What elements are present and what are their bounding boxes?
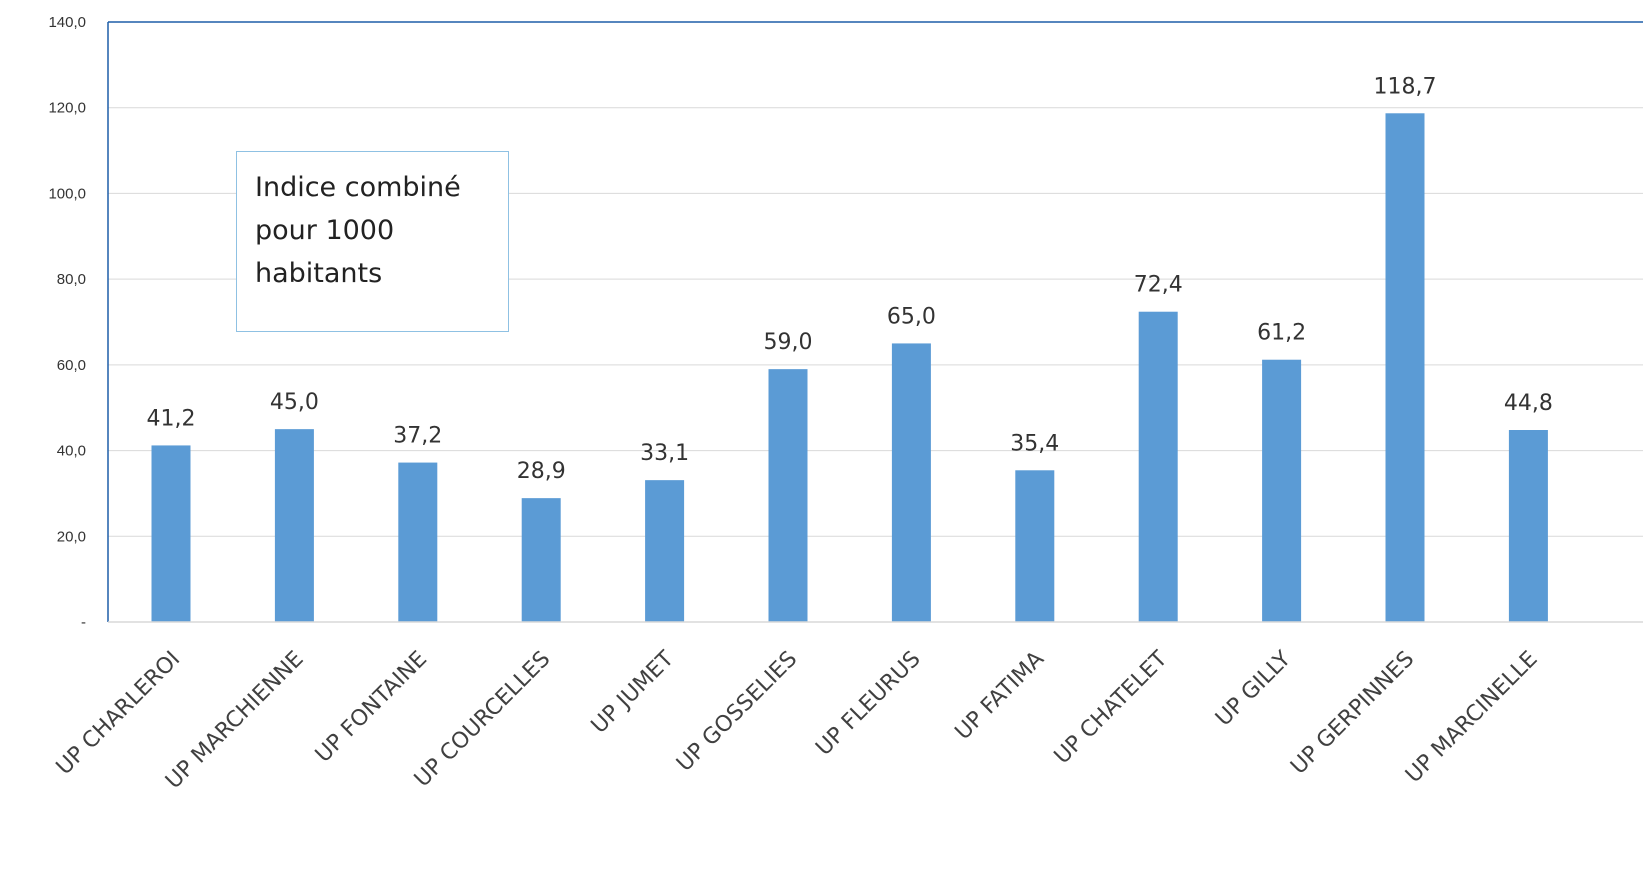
x-tick-label: UP GILLY [1211,646,1296,731]
y-tick-label: 140,0 [48,14,86,31]
data-label: 72,4 [1134,273,1183,298]
data-label: 33,1 [640,441,689,466]
chart-annotation-text: Indice combiné pour 1000 habitants [255,172,461,289]
data-label: 65,0 [887,304,936,329]
axes [107,21,1643,623]
x-tick-label: UP COURCELLES [410,647,556,793]
bar [521,498,561,622]
data-label: 41,2 [147,406,196,431]
x-tick-label: UP JUMET [587,646,680,739]
data-label: 28,9 [517,459,566,484]
data-label: 35,4 [1010,431,1059,456]
x-tick-label: UP GOSSELIES [672,647,802,777]
bar [768,369,808,622]
bar [151,445,191,622]
y-tick-label: - [81,614,86,631]
bar [274,429,314,622]
x-tick-label: UP FLEURUS [811,647,925,761]
x-tick-label: UP MARCHIENNE [161,647,309,795]
x-tick-label: UP GERPINNES [1286,647,1419,780]
x-tick-label: UP FONTAINE [311,647,432,768]
bars [151,113,1548,623]
x-tick-label: UP CHARLEROI [52,647,186,781]
y-tick-label: 20,0 [57,528,86,545]
chart-annotation-box: Indice combiné pour 1000 habitants [236,151,509,332]
bar [891,343,931,622]
x-tick-label: UP MARCINELLE [1401,647,1543,789]
y-tick-label: 120,0 [48,100,86,117]
bar [1508,430,1548,622]
y-tick-labels: - 20,0 40,0 60,0 80,0 100,0 120,0 140,0 [48,14,86,631]
data-label: 45,0 [270,390,319,415]
bar [1262,359,1302,622]
x-tick-label: UP FATIMA [951,647,1049,745]
data-label: 37,2 [393,424,442,449]
data-label: 118,7 [1374,74,1437,99]
data-label: 59,0 [764,330,813,355]
bar [1385,113,1425,623]
bar [398,462,438,622]
bar [1015,470,1055,622]
data-label: 44,8 [1504,391,1553,416]
y-tick-label: 100,0 [48,185,86,202]
y-tick-label: 40,0 [57,443,86,460]
y-tick-label: 80,0 [57,271,86,288]
bar [1138,311,1178,622]
x-tick-label: UP CHATELET [1050,646,1173,769]
bar [645,480,685,622]
data-labels: 41,2 45,0 37,2 28,9 33,1 59,0 65,0 35,4 72,4 61,2… [147,74,1553,484]
data-label: 61,2 [1257,321,1306,346]
y-tick-label: 60,0 [57,357,86,374]
